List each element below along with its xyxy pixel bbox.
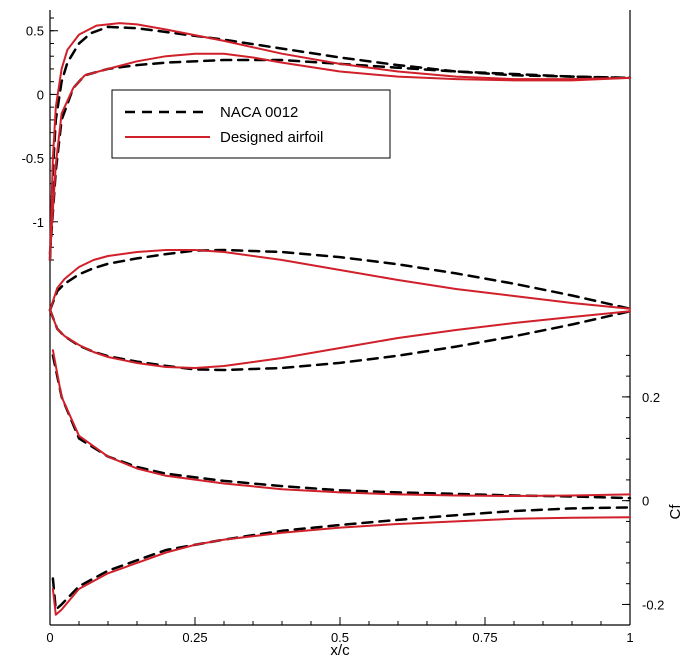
cf-tick-label: -0.2 [642, 597, 664, 612]
shape-designed-curve-lower [49, 309, 631, 369]
cp-tick-label: -1 [32, 215, 44, 230]
cp-tick-label: -0.5 [22, 151, 44, 166]
x-tick-label: 0.75 [472, 630, 497, 645]
cf-axis-title: Cf [667, 504, 684, 520]
legend-label-naca: NACA 0012 [220, 104, 298, 121]
shape-designed-curve-upper [49, 249, 631, 311]
cp-tick-label: 0 [37, 87, 44, 102]
cp-tick-label: 0.5 [26, 24, 44, 39]
x-tick-label: 0.5 [331, 630, 349, 645]
legend-label-designed: Designed airfoil [220, 129, 323, 146]
cf-naca-curve-upper [51, 354, 632, 500]
shape-naca-curve-upper [48, 248, 632, 312]
cp-designed-curve-lower [49, 52, 631, 255]
x-tick-label: 0.25 [182, 630, 207, 645]
cp-designed-curve-upper [49, 22, 631, 261]
legend-box [111, 89, 391, 159]
x-tick-label: 0 [46, 630, 53, 645]
cf-tick-label: 0 [642, 494, 649, 509]
cf-designed-curve-lower [51, 516, 631, 616]
x-tick-label: 1 [626, 630, 633, 645]
cf-designed-curve-upper [51, 349, 631, 497]
legend: NACA 0012 Designed airfoil [111, 89, 391, 159]
ticks-layer: 0 0.25 0.5 0.75 1 0.5 0 -0.5 -1 0.2 0 -0.2 [22, 17, 664, 645]
x-axis-title: x/c [330, 642, 350, 659]
cp-naca-curve-lower [48, 58, 632, 255]
cf-tick-label: 0.2 [642, 390, 660, 405]
curves-layer [48, 22, 632, 616]
